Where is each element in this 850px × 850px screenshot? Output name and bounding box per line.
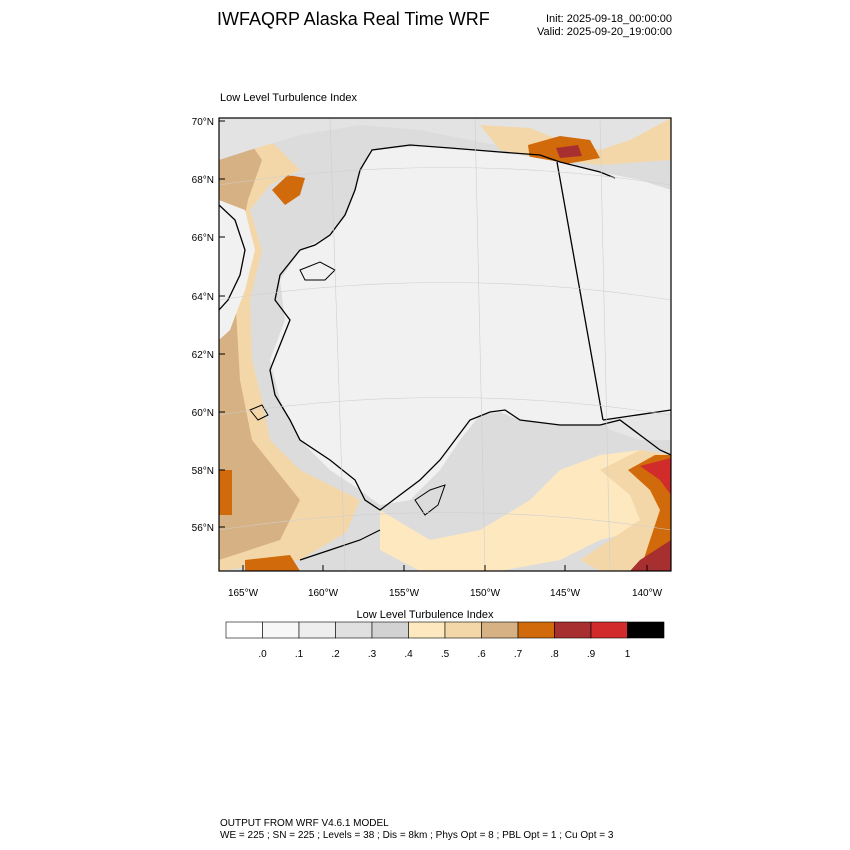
lon-ticks: 165°W 160°W 155°W 150°W 145°W 140°W bbox=[228, 565, 663, 599]
colorbar-swatch bbox=[590, 621, 628, 639]
bc-border bbox=[602, 409, 671, 421]
footer-config: WE = 225 ; SN = 225 ; Levels = 38 ; Dis … bbox=[220, 830, 614, 841]
plot-frame bbox=[218, 117, 672, 572]
colorbar-label: .8 bbox=[550, 649, 559, 660]
graticule bbox=[219, 118, 671, 571]
canada-border bbox=[556, 161, 604, 421]
lat-label: 70°N bbox=[192, 117, 214, 128]
colorbar-swatch bbox=[554, 621, 592, 639]
colorbar-label: 1 bbox=[624, 649, 631, 660]
main-title: IWFAQRP Alaska Real Time WRF bbox=[217, 9, 490, 29]
alaska-peninsula bbox=[299, 529, 381, 561]
colorbar-swatch bbox=[371, 621, 409, 639]
plot-title: Low Level Turbulence Index bbox=[220, 92, 357, 104]
north-coast bbox=[299, 144, 616, 251]
gulf-peak-north bbox=[640, 458, 671, 495]
lat-label: 66°N bbox=[192, 233, 214, 244]
aleutian-hotspot bbox=[245, 555, 300, 571]
lon-label: 150°W bbox=[470, 588, 501, 599]
colorbar bbox=[225, 621, 665, 639]
lat-label: 64°N bbox=[192, 292, 214, 303]
lat-label: 68°N bbox=[192, 175, 214, 186]
colorbar-swatch bbox=[335, 621, 373, 639]
colorbar-label: .4 bbox=[404, 649, 413, 660]
norton-sound bbox=[299, 261, 336, 281]
colorbar-swatch bbox=[225, 621, 263, 639]
lon-label: 160°W bbox=[308, 588, 339, 599]
colorbar-swatch bbox=[262, 621, 300, 639]
lat-label: 56°N bbox=[192, 523, 214, 534]
map-field bbox=[219, 118, 671, 571]
colorbar-label: .7 bbox=[513, 649, 523, 660]
gulf-band-light bbox=[380, 450, 671, 571]
lon-label: 155°W bbox=[389, 588, 420, 599]
gulf-peak-south bbox=[630, 540, 671, 571]
lon-label: 140°W bbox=[632, 588, 663, 599]
bering-hotspot bbox=[219, 470, 232, 515]
chukotka-coast bbox=[219, 204, 246, 311]
colorbar-label: .2 bbox=[331, 649, 340, 660]
lat-label: 60°N bbox=[192, 408, 214, 419]
colorbar-swatch bbox=[298, 621, 336, 639]
colorbar-swatch bbox=[517, 621, 555, 639]
west-south-coast bbox=[269, 249, 600, 511]
chukchi-hotspot bbox=[272, 175, 305, 205]
footer-model: OUTPUT FROM WRF V4.6.1 MODEL bbox=[220, 818, 389, 829]
lat-ticks: 70°N 68°N 66°N 64°N 62°N 60°N 58°N 56°N bbox=[192, 117, 225, 534]
colorbar-label: .0 bbox=[258, 649, 267, 660]
chukotka-land bbox=[219, 200, 255, 340]
colorbar-swatch bbox=[444, 621, 482, 639]
colorbar-swatch bbox=[408, 621, 446, 639]
colorbar-swatch bbox=[627, 621, 665, 639]
nunivak-island bbox=[249, 404, 269, 421]
colorbar-label: .5 bbox=[440, 649, 450, 660]
lon-label: 145°W bbox=[550, 588, 581, 599]
colorbar-swatch bbox=[481, 621, 519, 639]
beaufort-band bbox=[480, 118, 671, 165]
colorbar-label: .9 bbox=[586, 649, 596, 660]
colorbar-label: .1 bbox=[294, 649, 304, 660]
gulf-hotspot bbox=[628, 455, 671, 571]
init-time: Init: 2025-09-18_00:00:00 bbox=[546, 13, 672, 25]
beaufort-peak bbox=[556, 145, 582, 158]
colorbar-label: .3 bbox=[367, 649, 377, 660]
panhandle-coast bbox=[599, 419, 671, 456]
lat-label: 58°N bbox=[192, 466, 214, 477]
lat-label: 62°N bbox=[192, 350, 214, 361]
bc-land bbox=[603, 412, 671, 440]
colorbar-title: Low Level Turbulence Index bbox=[356, 609, 494, 621]
lon-label: 165°W bbox=[228, 588, 259, 599]
colorbar-label: .6 bbox=[477, 649, 486, 660]
valid-time: Valid: 2025-09-20_19:00:00 bbox=[537, 26, 672, 38]
